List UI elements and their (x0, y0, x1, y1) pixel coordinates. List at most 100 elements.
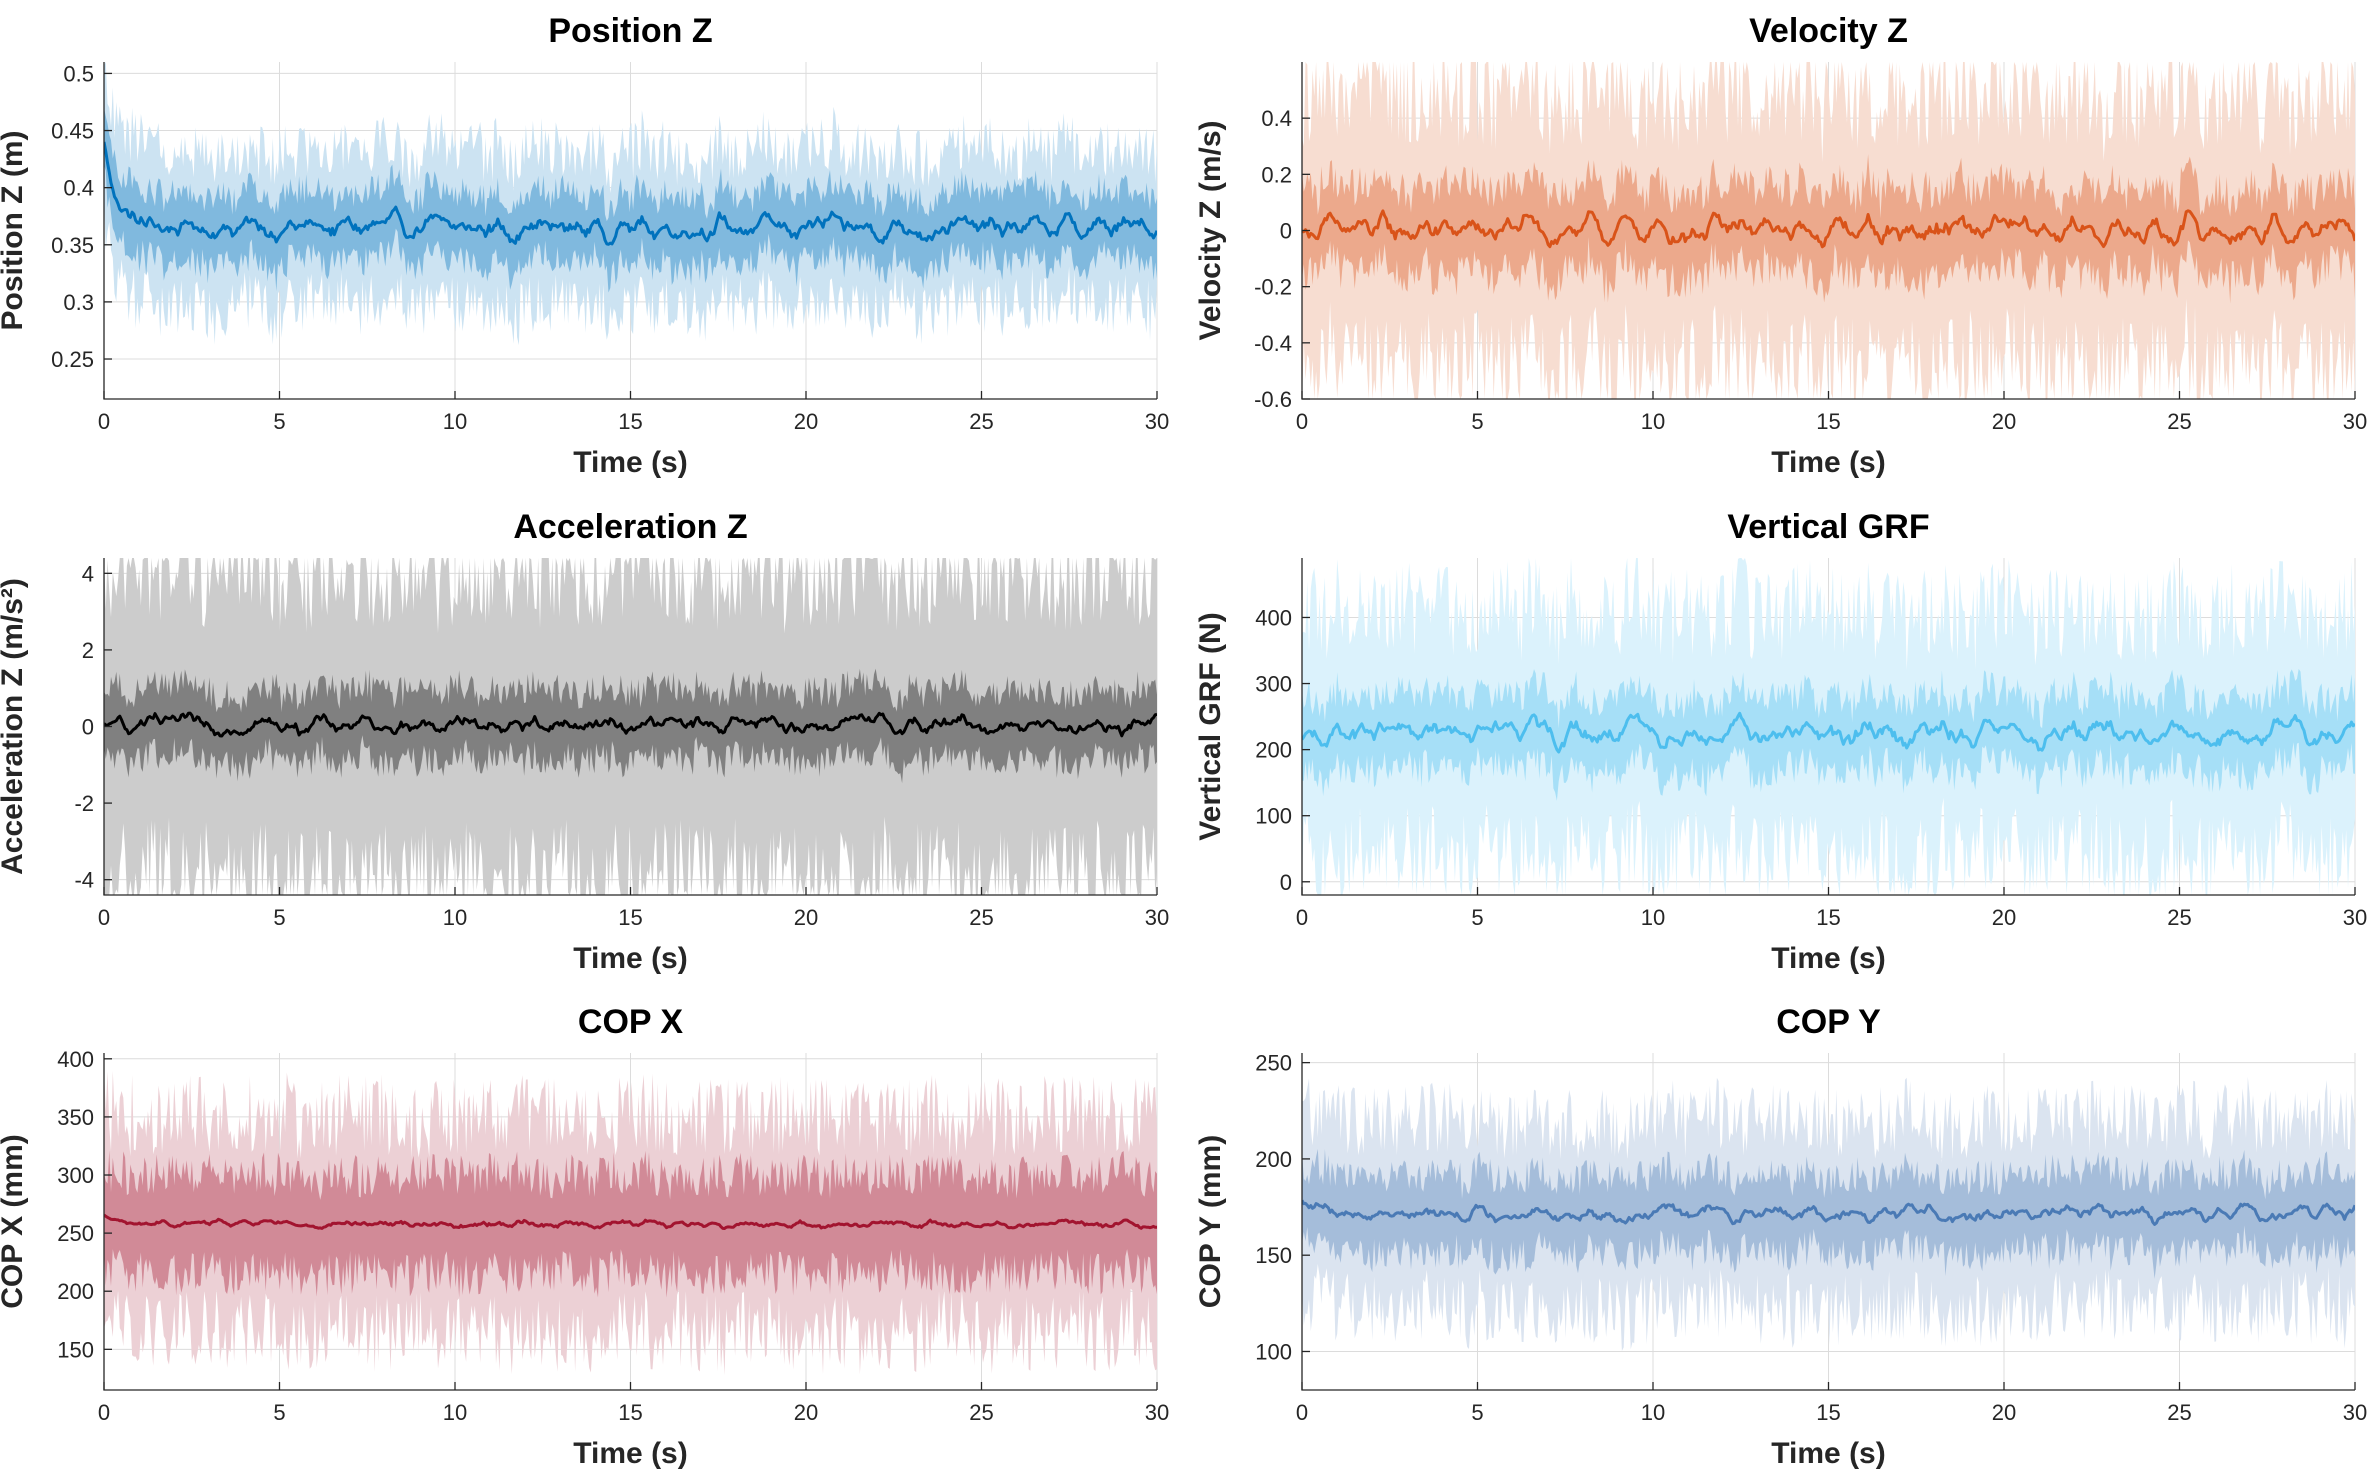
plot-area (1302, 1076, 2355, 1351)
y-tick-label: 0.5 (63, 61, 94, 86)
y-tick-label: -0.4 (1254, 331, 1292, 356)
chart-title: COP X (578, 1003, 684, 1041)
x-tick-label: 5 (1471, 1400, 1483, 1425)
y-tick-label: 400 (57, 1047, 94, 1072)
x-axis-label: Time (s) (1771, 1437, 1885, 1470)
x-tick-label: 0 (1296, 1400, 1308, 1425)
x-tick-label: 5 (273, 1400, 285, 1425)
y-axis-label: Acceleration Z (m/s²) (0, 578, 29, 875)
y-tick-label: 4 (82, 561, 94, 586)
y-tick-label: 100 (1255, 804, 1292, 829)
x-tick-label: 10 (1641, 409, 1665, 434)
chart-title: COP Y (1776, 1003, 1881, 1041)
y-tick-label: 300 (1255, 672, 1292, 697)
x-tick-label: 15 (618, 1400, 642, 1425)
x-tick-label: 10 (1641, 905, 1665, 930)
plot-area (1302, 62, 2355, 399)
y-tick-label: 200 (1255, 1147, 1292, 1172)
y-tick-label: -0.2 (1254, 275, 1292, 300)
plot-area (104, 62, 1157, 346)
x-tick-label: 5 (1471, 409, 1483, 434)
inner-band (1302, 668, 2355, 801)
x-tick-label: 0 (1296, 409, 1308, 434)
y-tick-label: 250 (1255, 1051, 1292, 1076)
chart-title: Velocity Z (1749, 12, 1908, 50)
x-tick-label: 5 (273, 905, 285, 930)
x-tick-label: 20 (1992, 905, 2016, 930)
x-tick-label: 25 (2167, 905, 2191, 930)
chart-panel-6: 0 5 10 15 20 25 30 100 150 200 250 COP Y Time (s) COP… (1194, 1003, 2367, 1470)
x-axis-label: Time (s) (1771, 446, 1885, 479)
x-tick-label: 20 (794, 1400, 818, 1425)
y-tick-label: 2 (82, 638, 94, 663)
plot-area (104, 1070, 1157, 1376)
mean-line (104, 1213, 1157, 1230)
y-tick-label: 250 (57, 1221, 94, 1246)
chart-panel-5: 0 5 10 15 20 25 30 150 200 250 300 350 400 COP X Time … (0, 1003, 1169, 1470)
y-tick-label: 0 (82, 715, 94, 740)
chart-title: Position Z (548, 12, 712, 50)
x-tick-label: 0 (98, 409, 110, 434)
y-tick-label: 200 (1255, 738, 1292, 763)
x-tick-label: 30 (2343, 409, 2367, 434)
y-tick-label: 150 (1255, 1243, 1292, 1268)
y-axis-label: Vertical GRF (N) (1194, 612, 1227, 840)
x-tick-label: 0 (98, 1400, 110, 1425)
y-tick-label: 0.25 (51, 347, 94, 372)
inner-band (1302, 154, 2355, 304)
x-tick-label: 25 (2167, 409, 2191, 434)
y-tick-label: 100 (1255, 1339, 1292, 1364)
y-tick-label: 0.2 (1261, 162, 1292, 187)
x-tick-label: 25 (969, 905, 993, 930)
x-tick-label: 30 (2343, 1400, 2367, 1425)
x-tick-label: 10 (443, 409, 467, 434)
x-tick-label: 15 (618, 905, 642, 930)
plot-area (104, 558, 1157, 895)
y-axis-label: COP Y (mm) (1194, 1135, 1227, 1308)
mean-line (1302, 1199, 2355, 1226)
plot-area (1302, 558, 2355, 895)
x-tick-label: 0 (98, 905, 110, 930)
y-tick-label: 0.4 (1261, 106, 1292, 131)
y-tick-label: 350 (57, 1105, 94, 1130)
x-tick-label: 25 (969, 409, 993, 434)
x-tick-label: 20 (794, 905, 818, 930)
x-tick-label: 30 (1145, 409, 1169, 434)
chart-panel-2: 0 5 10 15 20 25 30 -0.6 -0.4 -0.2 0 0.2 0.4 Velocity … (1194, 12, 2367, 479)
x-axis-label: Time (s) (573, 1437, 687, 1470)
y-tick-label: 0.4 (63, 176, 94, 201)
x-tick-label: 15 (1816, 905, 1840, 930)
x-tick-label: 10 (1641, 1400, 1665, 1425)
y-tick-label: 200 (57, 1279, 94, 1304)
y-axis-label: Velocity Z (m/s) (1194, 120, 1227, 340)
x-tick-label: 10 (443, 1400, 467, 1425)
y-tick-label: 0 (1280, 870, 1292, 895)
inner-band (104, 107, 1157, 293)
x-tick-label: 20 (1992, 409, 2016, 434)
x-axis-label: Time (s) (573, 446, 687, 479)
x-axis-label: Time (s) (573, 942, 687, 975)
y-tick-label: 300 (57, 1163, 94, 1188)
y-tick-label: 0.35 (51, 233, 94, 258)
mean-line (104, 141, 1157, 246)
y-tick-label: 0.45 (51, 119, 94, 144)
x-axis-label: Time (s) (1771, 942, 1885, 975)
x-tick-label: 0 (1296, 905, 1308, 930)
mean-line (104, 711, 1157, 738)
chart-title: Acceleration Z (513, 508, 747, 546)
chart-panel-3: 0 5 10 15 20 25 30 -4 -2 0 2 4 Acceleration Z Time (s… (0, 508, 1169, 975)
inner-band (104, 668, 1157, 784)
y-tick-label: -4 (74, 868, 94, 893)
x-tick-label: 30 (1145, 1400, 1169, 1425)
x-tick-label: 10 (443, 905, 467, 930)
y-tick-label: -2 (74, 791, 94, 816)
chart-title: Vertical GRF (1727, 508, 1929, 546)
inner-band (1302, 1148, 2355, 1279)
y-tick-label: 150 (57, 1337, 94, 1362)
y-tick-label: 0.3 (63, 290, 94, 315)
y-tick-label: 400 (1255, 605, 1292, 630)
y-axis-label: Position Z (m) (0, 131, 29, 331)
mean-line (1302, 209, 2355, 249)
